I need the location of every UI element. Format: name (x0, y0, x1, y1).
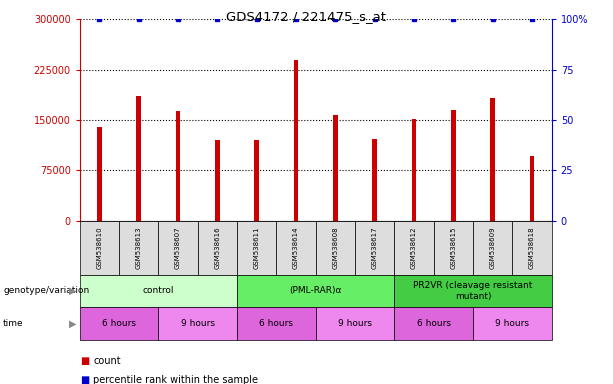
Text: 6 hours: 6 hours (417, 319, 451, 328)
Bar (158, 307, 237, 340)
Text: percentile rank within the sample: percentile rank within the sample (93, 375, 258, 384)
Text: (PML-RAR)α: (PML-RAR)α (289, 286, 342, 295)
Bar (333, 115, 338, 221)
Text: GDS4172 / 221475_s_at: GDS4172 / 221475_s_at (226, 10, 387, 23)
Bar (237, 307, 316, 340)
Bar (176, 111, 180, 221)
Bar (136, 96, 141, 221)
Text: GSM538611: GSM538611 (254, 226, 260, 269)
Bar (451, 110, 455, 221)
Bar (158, 221, 198, 275)
Text: 9 hours: 9 hours (181, 319, 215, 328)
Bar (394, 275, 552, 307)
Text: GSM538614: GSM538614 (293, 227, 299, 269)
Text: control: control (143, 286, 174, 295)
Text: ■: ■ (80, 356, 89, 366)
Text: GSM538615: GSM538615 (451, 227, 456, 269)
Bar (512, 221, 552, 275)
Text: time: time (3, 319, 24, 328)
Text: 6 hours: 6 hours (259, 319, 294, 328)
Text: GSM538609: GSM538609 (490, 226, 496, 269)
Text: 9 hours: 9 hours (495, 319, 530, 328)
Text: ▶: ▶ (69, 318, 77, 329)
Bar (215, 140, 219, 221)
Bar (237, 221, 276, 275)
Bar (97, 127, 102, 221)
Bar (316, 221, 355, 275)
Bar (80, 275, 237, 307)
Text: count: count (93, 356, 121, 366)
Bar (530, 156, 535, 221)
Bar (254, 140, 259, 221)
Text: genotype/variation: genotype/variation (3, 286, 89, 295)
Bar (80, 221, 119, 275)
Bar (80, 307, 158, 340)
Bar (394, 221, 434, 275)
Text: GSM538613: GSM538613 (135, 226, 142, 269)
Bar (355, 221, 394, 275)
Text: 9 hours: 9 hours (338, 319, 372, 328)
Bar (473, 221, 512, 275)
Bar (434, 221, 473, 275)
Bar (294, 60, 299, 221)
Text: GSM538607: GSM538607 (175, 226, 181, 269)
Text: ■: ■ (80, 375, 89, 384)
Text: GSM538617: GSM538617 (371, 226, 378, 269)
Bar (237, 275, 394, 307)
Bar (119, 221, 158, 275)
Bar (412, 119, 416, 221)
Text: GSM538608: GSM538608 (332, 226, 338, 269)
Text: GSM538612: GSM538612 (411, 227, 417, 269)
Bar (276, 221, 316, 275)
Bar (394, 307, 473, 340)
Bar (490, 98, 495, 221)
Bar (372, 139, 377, 221)
Bar (316, 307, 394, 340)
Bar (197, 221, 237, 275)
Text: GSM538618: GSM538618 (529, 226, 535, 269)
Text: GSM538616: GSM538616 (215, 226, 220, 269)
Text: PR2VR (cleavage resistant
mutant): PR2VR (cleavage resistant mutant) (413, 281, 533, 301)
Bar (473, 307, 552, 340)
Text: GSM538610: GSM538610 (96, 226, 102, 269)
Text: ▶: ▶ (69, 286, 77, 296)
Text: 6 hours: 6 hours (102, 319, 136, 328)
